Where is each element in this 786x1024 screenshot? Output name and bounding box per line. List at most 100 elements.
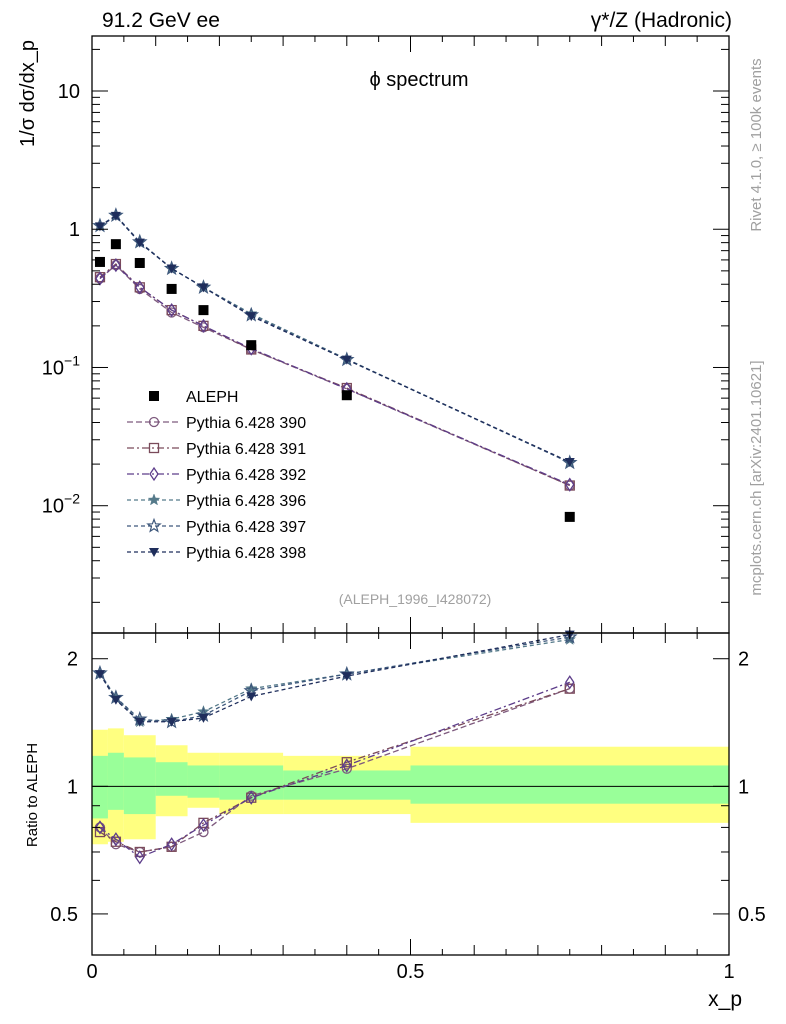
marker-triangle xyxy=(246,312,257,322)
header-right-label: γ*/Z (Hadronic) xyxy=(591,9,732,32)
series-pythia-6.428-396 xyxy=(93,209,577,728)
marker-diamond xyxy=(134,280,145,295)
y-tick-label: 10−2 xyxy=(42,491,80,518)
legend-item: Pythia 6.428 397 xyxy=(127,517,306,536)
rivet-version-label: Rivet 4.1.0, ≥ 100k events xyxy=(748,58,765,231)
marker-triangle xyxy=(341,355,352,365)
marker-triangle xyxy=(564,458,575,468)
x-tick-label: 0.5 xyxy=(397,961,425,983)
marker-square xyxy=(134,257,145,268)
header-left-label: 91.2 GeV ee xyxy=(102,9,220,32)
series-line xyxy=(99,214,571,463)
legend-item: Pythia 6.428 390 xyxy=(127,415,306,432)
marker-square xyxy=(148,442,160,454)
ratio-y-axis-label: Ratio to ALEPH xyxy=(24,743,41,847)
ratio-series-line xyxy=(99,681,570,859)
marker-star xyxy=(244,681,258,695)
y-tick-exponent: −2 xyxy=(64,491,80,507)
x-tick-label: 1 xyxy=(723,961,734,983)
y-tick-mantissa: 10 xyxy=(42,496,64,518)
marker-triangle xyxy=(246,692,257,702)
ratio-error-bands xyxy=(92,728,729,845)
marker-square xyxy=(341,390,352,401)
ratio-tick-label-right: 1 xyxy=(738,776,749,798)
legend-label: ALEPH xyxy=(186,389,238,406)
marker-triangle xyxy=(198,283,209,293)
analysis-id-label: (ALEPH_1996_I428072) xyxy=(339,591,492,607)
x-tick-label: 0 xyxy=(86,961,97,983)
marker-triangle xyxy=(94,670,105,680)
series-layer xyxy=(92,207,578,865)
marker-triangle xyxy=(166,717,177,727)
marker-triangle xyxy=(134,717,145,727)
series-line xyxy=(99,263,571,487)
y-tick-exponent: −1 xyxy=(64,352,80,368)
marker-square xyxy=(110,239,121,250)
marker-square xyxy=(341,757,352,768)
marker-square xyxy=(564,683,575,694)
y-tick-mantissa: 1 xyxy=(69,219,80,241)
marker-star xyxy=(147,493,161,506)
legend-label: Pythia 6.428 396 xyxy=(186,493,306,510)
green-band-bin xyxy=(219,765,284,800)
ratio-tick-label-left: 2 xyxy=(67,649,78,671)
marker-diamond xyxy=(166,302,177,318)
marker-diamond xyxy=(149,466,159,482)
marker-square xyxy=(94,256,105,267)
marker-diamond xyxy=(198,817,209,833)
legend-label: Pythia 6.428 397 xyxy=(186,519,306,536)
marker-triangle xyxy=(166,264,177,274)
ratio-series-line xyxy=(99,633,570,723)
marker-triangle xyxy=(110,695,121,705)
marker-triangle xyxy=(94,222,105,232)
series-line xyxy=(99,214,571,464)
y-tick-label: 10−1 xyxy=(42,352,80,379)
y-axis-label: 1/σ dσ/dx_p xyxy=(17,40,39,147)
marker-square xyxy=(149,391,159,401)
chart-title: ϕ spectrum xyxy=(369,69,468,91)
legend-item: Pythia 6.428 391 xyxy=(127,441,306,458)
marker-square xyxy=(246,340,257,351)
marker-square xyxy=(198,305,209,316)
marker-star xyxy=(146,517,162,533)
marker-diamond xyxy=(564,477,575,492)
green-band-bin xyxy=(410,765,729,804)
marker-diamond xyxy=(134,850,145,865)
marker-circle xyxy=(341,763,352,774)
marker-square xyxy=(166,283,177,294)
green-band-bin xyxy=(92,755,108,819)
marker-diamond xyxy=(342,758,352,773)
ratio-tick-label-left: 0.5 xyxy=(50,904,78,926)
legend-label: Pythia 6.428 391 xyxy=(186,441,306,458)
ratio-series-line xyxy=(99,638,570,723)
y-axis-label-text: 1/σ dσ/dx_p xyxy=(17,40,39,147)
ratio-series-line xyxy=(99,636,570,723)
mcplots-label: mcplots.cern.ch [arXiv:2401.10621] xyxy=(748,360,765,595)
marker-diamond xyxy=(111,257,121,273)
ratio-tick-label-right: 2 xyxy=(738,649,749,671)
marker-diamond xyxy=(95,820,105,835)
legend-item-aleph: ALEPH xyxy=(149,389,238,406)
marker-diamond xyxy=(166,837,177,852)
series-line xyxy=(99,264,571,487)
x-axis-label: x_p xyxy=(708,988,742,1011)
marker-circle xyxy=(148,416,160,428)
legend-item: Pythia 6.428 392 xyxy=(127,466,306,484)
y-tick-mantissa: 10 xyxy=(42,357,64,379)
marker-triangle xyxy=(134,238,145,248)
marker-triangle xyxy=(110,211,121,221)
y-tick-label: 10 xyxy=(58,81,80,103)
marker-triangle xyxy=(149,548,159,557)
ratio-series-line xyxy=(99,688,570,853)
marker-diamond xyxy=(246,790,257,805)
marker-triangle xyxy=(341,672,352,682)
marker-diamond xyxy=(198,318,209,334)
marker-triangle xyxy=(198,713,209,723)
main-plot-frame xyxy=(91,35,730,634)
legend-label: Pythia 6.428 390 xyxy=(186,415,306,432)
green-band-bin xyxy=(283,770,411,800)
y-tick-mantissa: 10 xyxy=(58,81,80,103)
marker-diamond xyxy=(111,832,121,847)
